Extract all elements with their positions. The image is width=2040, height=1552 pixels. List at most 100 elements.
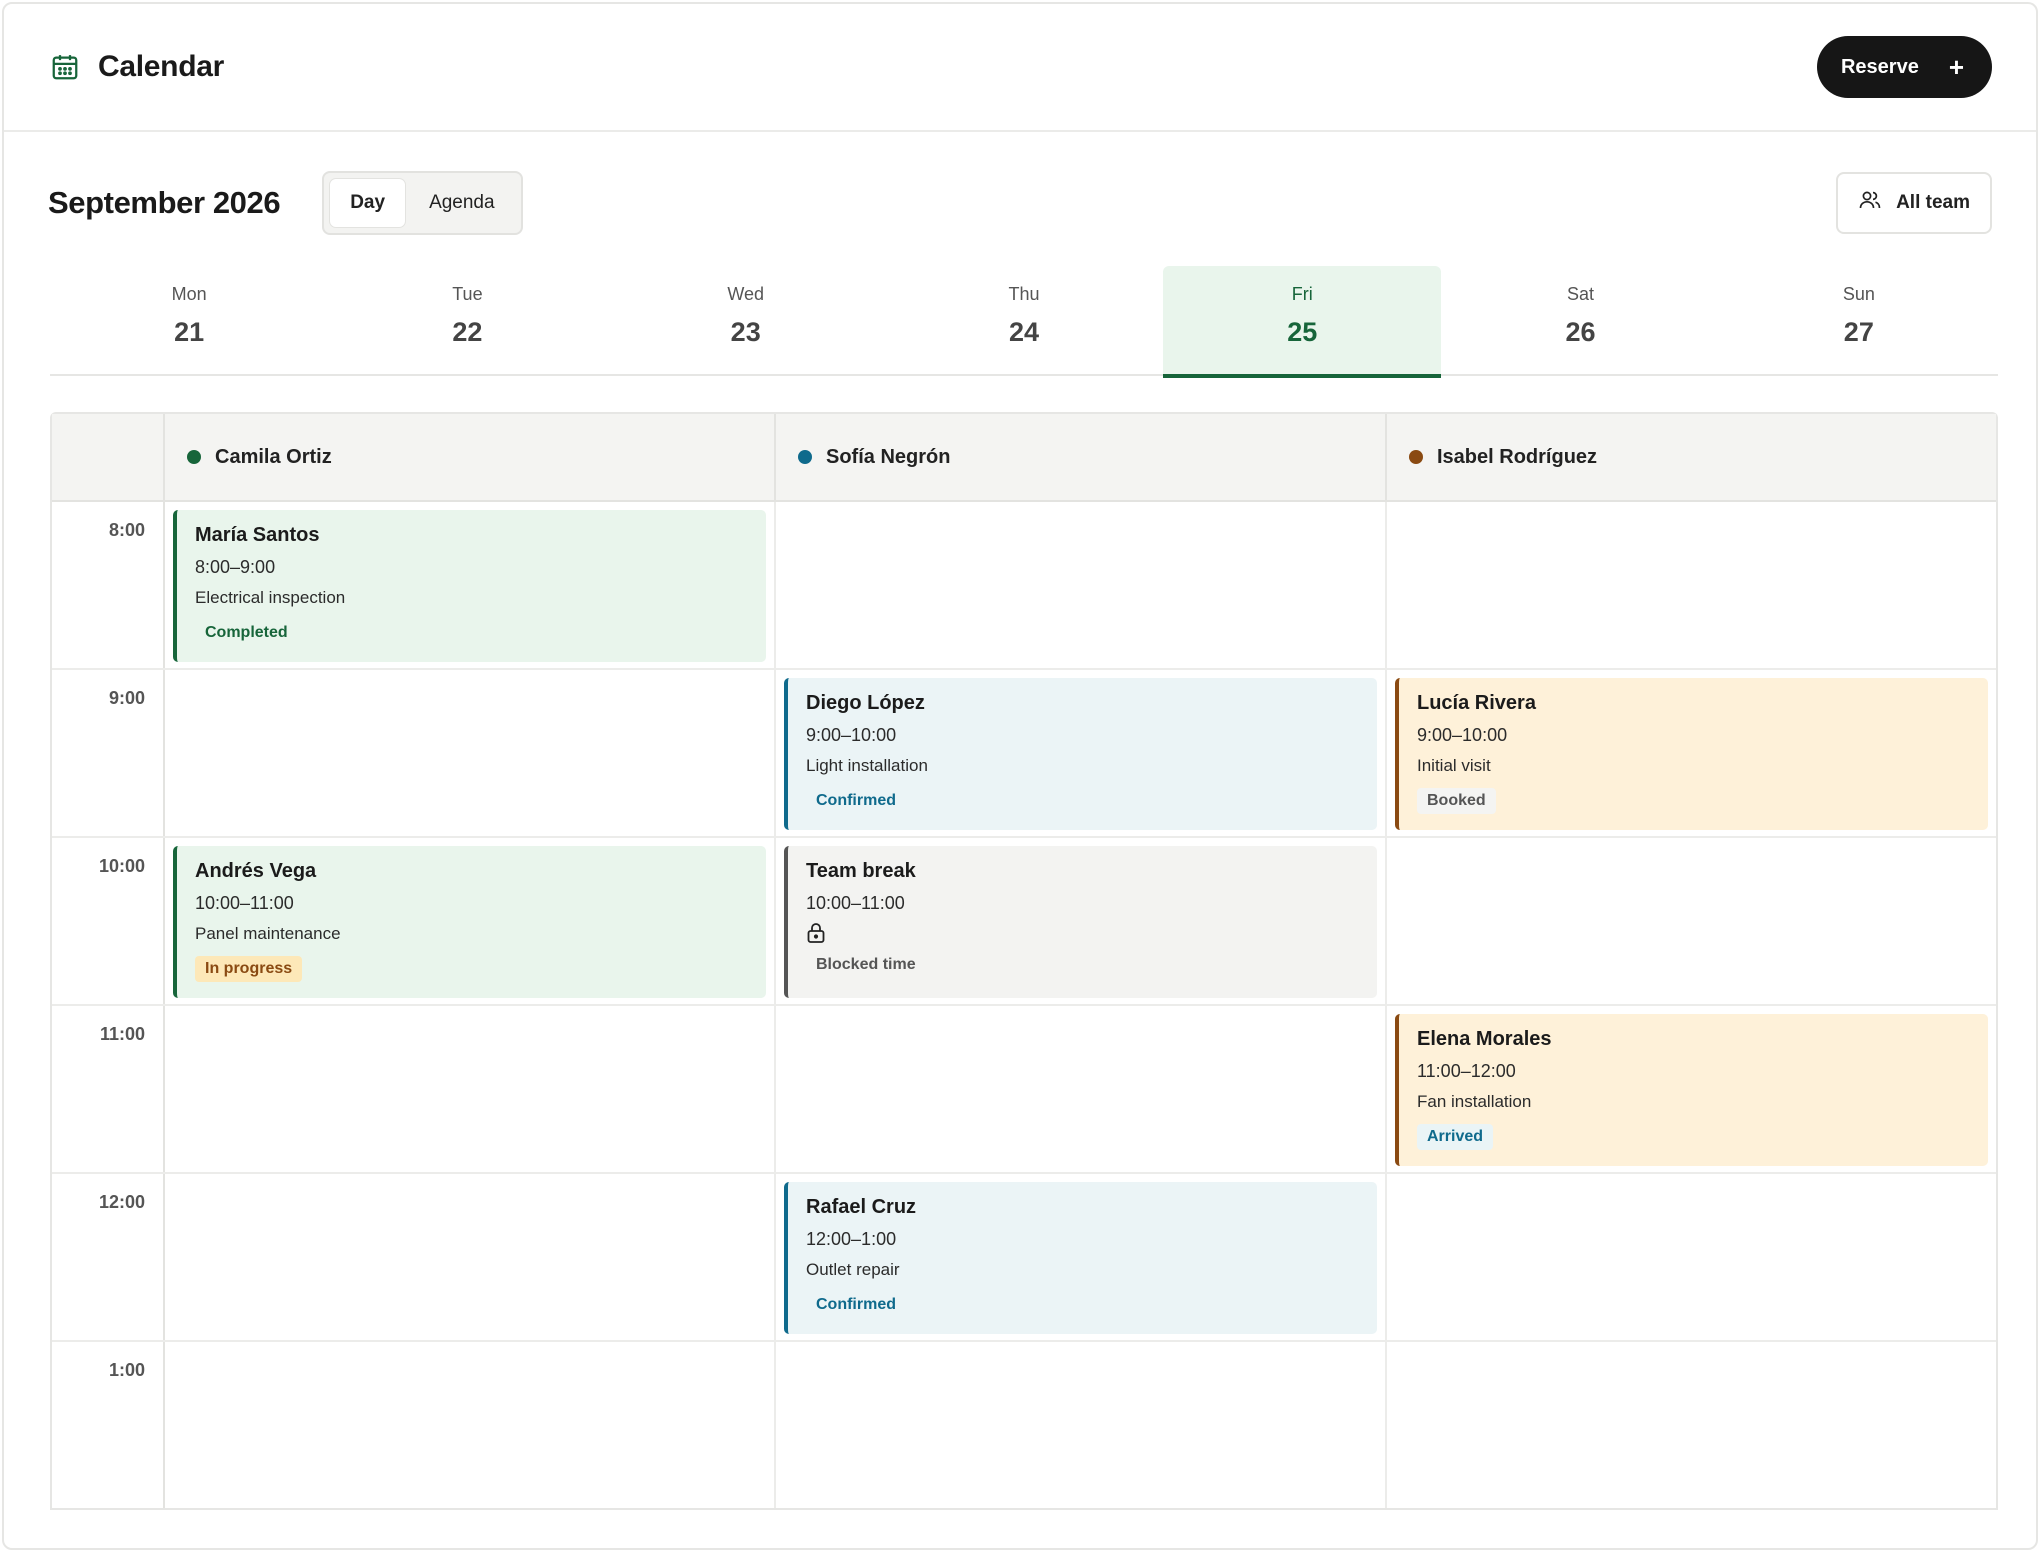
time-label: 9:00	[52, 670, 165, 836]
team-filter-label: All team	[1896, 192, 1970, 213]
day-number: 22	[452, 317, 483, 347]
time-slot[interactable]	[1387, 502, 1996, 668]
day-sun[interactable]: Sun 27	[1720, 266, 1998, 376]
appointment-service: Light installation	[806, 756, 928, 775]
appointment-card[interactable]: Andrés Vega 10:00–11:00 Panel maintenanc…	[173, 846, 766, 998]
reserve-button[interactable]: Reserve +	[1816, 36, 1992, 98]
appointment-client: Team break	[806, 860, 916, 882]
time-slot[interactable]: Lucía Rivera 9:00–10:00 Initial visit Bo…	[1387, 670, 1996, 836]
calendar-icon	[50, 52, 80, 82]
month-title: September 2026	[48, 185, 281, 220]
appointment-time: 8:00–9:00	[195, 557, 276, 577]
staff-color-dot	[798, 450, 812, 464]
staff-header-row: Camila Ortiz Sofía Negrón Isabel Rodrígu…	[52, 414, 1996, 502]
time-label: 1:00	[52, 1342, 165, 1508]
time-slot[interactable]: María Santos 8:00–9:00 Electrical inspec…	[165, 502, 776, 668]
time-slot[interactable]	[1387, 1174, 1996, 1340]
time-row: 1:00	[52, 1342, 1996, 1510]
schedule-grid: Camila Ortiz Sofía Negrón Isabel Rodrígu…	[50, 412, 1998, 1510]
appointment-time: 10:00–11:00	[806, 893, 905, 913]
appointment-client: María Santos	[195, 524, 320, 546]
time-row: 11:00 Elena Morales 11:00–12:00 Fan inst…	[52, 1006, 1996, 1174]
appointment-client: Andrés Vega	[195, 860, 317, 882]
day-fri[interactable]: Fri 25	[1163, 266, 1442, 378]
day-thu[interactable]: Thu 24	[885, 266, 1163, 376]
appointment-service: Fan installation	[1417, 1092, 1532, 1111]
time-label: 8:00	[52, 502, 165, 668]
day-wed[interactable]: Wed 23	[607, 266, 885, 376]
day-sat[interactable]: Sat 26	[1441, 266, 1719, 376]
staff-color-dot	[1409, 450, 1423, 464]
time-slot[interactable]	[776, 1006, 1387, 1172]
time-slot[interactable]	[776, 1342, 1387, 1508]
staff-color-dot	[187, 450, 201, 464]
status-badge: Confirmed	[816, 1296, 896, 1313]
day-number: 27	[1843, 317, 1874, 347]
appointment-card[interactable]: Elena Morales 11:00–12:00 Fan installati…	[1395, 1014, 1988, 1166]
status-badge: Completed	[205, 624, 288, 641]
staff-header-sofia: Sofía Negrón	[776, 414, 1387, 500]
appointment-time: 11:00–12:00	[1417, 1061, 1516, 1081]
staff-name: Sofía Negrón	[826, 445, 951, 468]
appointment-client: Elena Morales	[1417, 1028, 1552, 1050]
appointment-service: Outlet repair	[806, 1260, 900, 1279]
appointment-time: 12:00–1:00	[806, 1229, 897, 1249]
time-slot[interactable]: Elena Morales 11:00–12:00 Fan installati…	[1387, 1006, 1996, 1172]
time-slot[interactable]: Diego López 9:00–10:00 Light installatio…	[776, 670, 1387, 836]
status-badge: Confirmed	[816, 792, 896, 809]
appointment-client: Diego López	[806, 692, 925, 714]
reserve-label: Reserve	[1840, 55, 1919, 78]
lock-icon	[806, 922, 826, 944]
staff-header-camila: Camila Ortiz	[165, 414, 776, 500]
time-slot[interactable]	[165, 1174, 776, 1340]
time-row: 12:00 Rafael Cruz 12:00–1:00 Outlet repa…	[52, 1174, 1996, 1342]
status-badge: Arrived	[1417, 1124, 1494, 1150]
time-slot[interactable]: Andrés Vega 10:00–11:00 Panel maintenanc…	[165, 838, 776, 1004]
time-label: 10:00	[52, 838, 165, 1004]
day-name: Thu	[1008, 284, 1040, 304]
appointment-service: Electrical inspection	[195, 588, 346, 607]
day-name: Tue	[452, 284, 483, 304]
users-icon	[1858, 188, 1882, 218]
appointment-service: Initial visit	[1417, 756, 1491, 775]
time-slot[interactable]	[165, 670, 776, 836]
day-number: 23	[730, 317, 761, 347]
time-column-header	[52, 414, 165, 500]
tab-day[interactable]: Day	[330, 179, 406, 227]
appointment-time: 9:00–10:00	[806, 725, 897, 745]
day-name: Sun	[1842, 284, 1875, 304]
team-filter-button[interactable]: All team	[1836, 172, 1992, 234]
staff-name: Isabel Rodríguez	[1437, 445, 1598, 468]
blocked-time-card[interactable]: Team break 10:00–11:00 Blocked time	[784, 846, 1377, 998]
time-row: 10:00 Andrés Vega 10:00–11:00 Panel main…	[52, 838, 1996, 1006]
time-row: 9:00 Diego López 9:00–10:00 Light instal…	[52, 670, 1996, 838]
time-row: 8:00 María Santos 8:00–9:00 Electrical i…	[52, 502, 1996, 670]
day-name: Wed	[727, 284, 765, 304]
time-slot[interactable]	[165, 1006, 776, 1172]
time-slot[interactable]: Rafael Cruz 12:00–1:00 Outlet repair Con…	[776, 1174, 1387, 1340]
time-slot[interactable]	[776, 502, 1387, 668]
staff-name: Camila Ortiz	[215, 445, 332, 468]
appointment-service: Panel maintenance	[195, 924, 341, 943]
day-name: Fri	[1291, 284, 1313, 304]
appointment-card[interactable]: María Santos 8:00–9:00 Electrical inspec…	[173, 510, 766, 662]
appointment-client: Lucía Rivera	[1417, 692, 1536, 714]
time-slot[interactable]	[165, 1342, 776, 1508]
day-tue[interactable]: Tue 22	[328, 266, 606, 376]
day-name: Sat	[1567, 284, 1595, 304]
time-slot[interactable]	[1387, 838, 1996, 1004]
appointment-card[interactable]: Diego López 9:00–10:00 Light installatio…	[784, 678, 1377, 830]
brand: Calendar	[50, 50, 224, 84]
day-mon[interactable]: Mon 21	[50, 266, 328, 376]
time-slot[interactable]	[1387, 1342, 1996, 1508]
tab-agenda[interactable]: Agenda	[409, 179, 515, 227]
appointment-time: 10:00–11:00	[195, 893, 294, 913]
time-rows: 8:00 María Santos 8:00–9:00 Electrical i…	[52, 502, 1996, 1510]
day-number: 21	[174, 317, 205, 347]
day-number: 25	[1287, 317, 1318, 347]
status-badge: In progress	[195, 956, 303, 982]
time-slot[interactable]: Team break 10:00–11:00 Blocked time	[776, 838, 1387, 1004]
appointment-card[interactable]: Rafael Cruz 12:00–1:00 Outlet repair Con…	[784, 1182, 1377, 1334]
appointment-card[interactable]: Lucía Rivera 9:00–10:00 Initial visit Bo…	[1395, 678, 1988, 830]
